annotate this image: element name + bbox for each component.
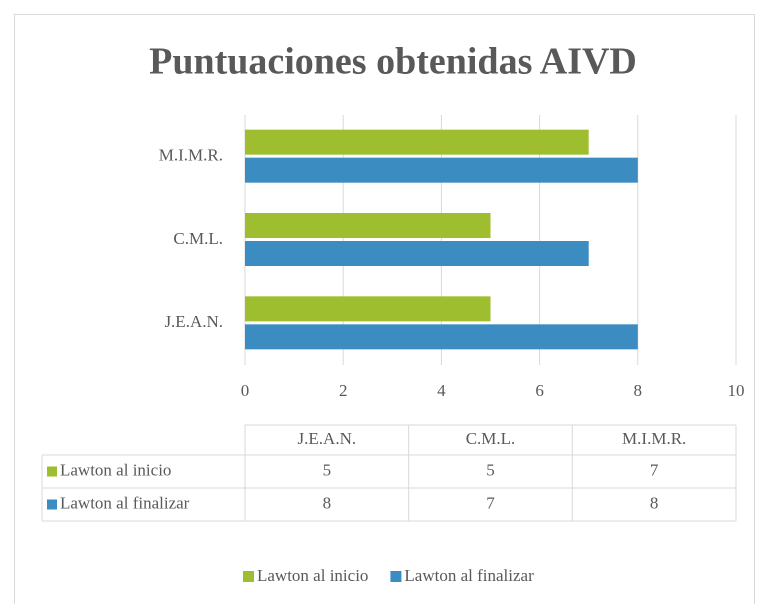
x-tick-label: 2 [339, 381, 348, 400]
bar [245, 241, 589, 266]
y-tick-label: J.E.A.N. [164, 312, 223, 331]
legend-key [243, 571, 254, 582]
table-legend-key [47, 499, 57, 510]
table-legend-key [47, 466, 57, 477]
bar [245, 324, 638, 350]
table-row-label: Lawton al inicio [60, 460, 171, 479]
legend-label: Lawton al finalizar [404, 566, 534, 585]
table-cell: 8 [323, 493, 332, 512]
table-cell: 8 [650, 493, 659, 512]
table-cell: 5 [486, 460, 495, 479]
chart-title: Puntuaciones obtenidas AIVD [149, 41, 637, 83]
bar [245, 296, 491, 322]
y-tick-label: C.M.L. [173, 229, 223, 248]
y-tick-label: M.I.M.R. [159, 146, 223, 165]
bar [245, 129, 589, 155]
x-tick-label: 8 [634, 381, 643, 400]
table-cell: 5 [323, 460, 332, 479]
table-cell: 7 [486, 493, 495, 512]
legend-label: Lawton al inicio [257, 566, 368, 585]
table-header: J.E.A.N. [298, 429, 357, 448]
x-tick-label: 10 [728, 381, 745, 400]
table-row-label: Lawton al finalizar [60, 493, 190, 512]
bar [245, 157, 638, 183]
x-tick-label: 0 [241, 381, 250, 400]
x-tick-label: 4 [437, 381, 446, 400]
x-tick-label: 6 [535, 381, 544, 400]
table-cell: 7 [650, 460, 659, 479]
legend-key [390, 571, 402, 582]
table-header: M.I.M.R. [622, 429, 686, 448]
bar [245, 213, 491, 238]
table-header: C.M.L. [466, 429, 516, 448]
